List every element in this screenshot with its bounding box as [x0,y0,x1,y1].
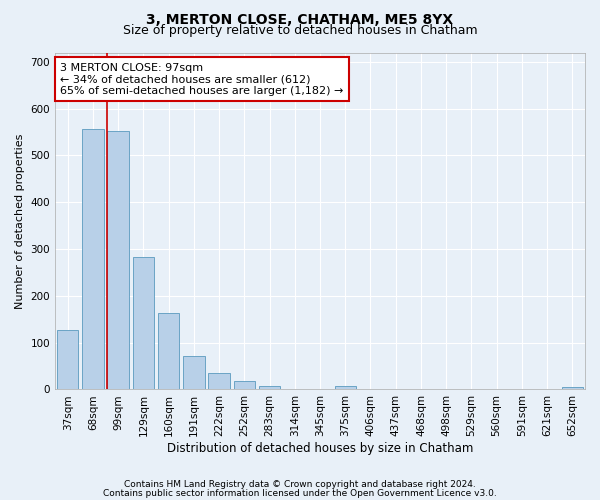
Text: 3, MERTON CLOSE, CHATHAM, ME5 8YX: 3, MERTON CLOSE, CHATHAM, ME5 8YX [146,12,454,26]
Text: Contains HM Land Registry data © Crown copyright and database right 2024.: Contains HM Land Registry data © Crown c… [124,480,476,489]
Bar [107,131,129,390]
Bar [233,381,255,390]
Bar [208,373,230,390]
Bar [133,258,154,390]
Bar [82,129,104,390]
Bar [158,313,179,390]
Bar [259,386,280,390]
Y-axis label: Number of detached properties: Number of detached properties [15,134,25,308]
Bar [57,330,79,390]
X-axis label: Distribution of detached houses by size in Chatham: Distribution of detached houses by size … [167,442,473,455]
Text: Contains public sector information licensed under the Open Government Licence v3: Contains public sector information licen… [103,489,497,498]
Text: 3 MERTON CLOSE: 97sqm
← 34% of detached houses are smaller (612)
65% of semi-det: 3 MERTON CLOSE: 97sqm ← 34% of detached … [61,62,344,96]
Bar [183,356,205,390]
Text: Size of property relative to detached houses in Chatham: Size of property relative to detached ho… [122,24,478,37]
Bar [562,387,583,390]
Bar [335,386,356,390]
